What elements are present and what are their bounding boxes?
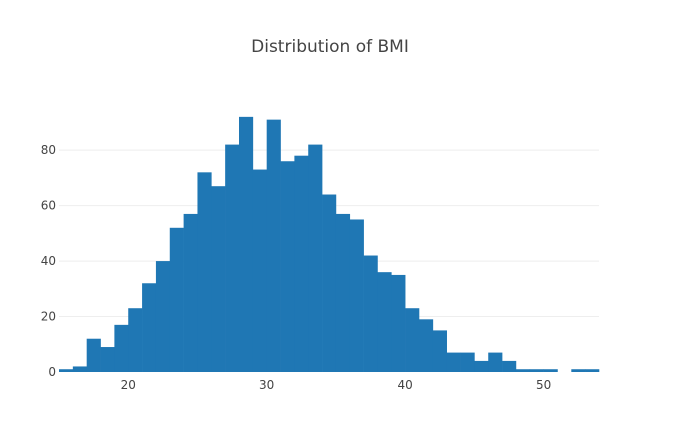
- histogram-bar[interactable]: [114, 324, 129, 372]
- histogram-bar[interactable]: [460, 352, 475, 372]
- x-axis-ticks: 20 30 40 50: [121, 378, 552, 392]
- histogram-bar[interactable]: [308, 144, 323, 372]
- histogram-bar[interactable]: [239, 116, 254, 372]
- histogram-bar[interactable]: [405, 308, 420, 372]
- histogram-bar[interactable]: [211, 186, 226, 372]
- histogram-bar[interactable]: [515, 369, 531, 372]
- histogram-bars: [59, 116, 600, 372]
- chart-title: Distribution of BMI: [251, 37, 409, 57]
- histogram-bar[interactable]: [377, 272, 392, 372]
- histogram-bar[interactable]: [128, 308, 143, 372]
- histogram-bar[interactable]: [349, 219, 364, 372]
- histogram-bar[interactable]: [335, 213, 351, 372]
- histogram-bar[interactable]: [197, 172, 212, 372]
- y-tick-label: 0: [48, 365, 56, 379]
- histogram-bar[interactable]: [571, 369, 586, 372]
- histogram-bar[interactable]: [266, 119, 281, 372]
- histogram-bar[interactable]: [488, 352, 503, 372]
- histogram-bar[interactable]: [502, 360, 517, 372]
- histogram-bar[interactable]: [432, 330, 447, 372]
- histogram-bar[interactable]: [72, 366, 87, 372]
- y-tick-label: 80: [41, 143, 56, 157]
- histogram-bar[interactable]: [391, 274, 406, 372]
- histogram-bar[interactable]: [86, 338, 101, 372]
- histogram-bar[interactable]: [446, 352, 461, 372]
- y-tick-label: 60: [41, 199, 56, 213]
- histogram-bar[interactable]: [280, 161, 295, 372]
- histogram-bar[interactable]: [419, 319, 434, 372]
- histogram-bar[interactable]: [585, 369, 600, 372]
- histogram-bar[interactable]: [474, 360, 489, 372]
- histogram-bar[interactable]: [252, 169, 267, 372]
- x-tick-label: 40: [398, 378, 413, 392]
- x-tick-label: 50: [536, 378, 551, 392]
- histogram-bar[interactable]: [59, 369, 74, 372]
- histogram-bar[interactable]: [142, 283, 157, 372]
- x-tick-label: 20: [121, 378, 136, 392]
- y-tick-label: 40: [41, 254, 56, 268]
- histogram-bar[interactable]: [294, 155, 309, 372]
- histogram-bar[interactable]: [155, 261, 171, 372]
- histogram-bar[interactable]: [100, 347, 115, 372]
- histogram-bar[interactable]: [225, 144, 240, 372]
- histogram-bar[interactable]: [543, 369, 558, 372]
- histogram-bar[interactable]: [322, 194, 337, 372]
- y-axis-ticks: 0 20 40 60 80: [41, 143, 56, 379]
- histogram-bar[interactable]: [529, 369, 544, 372]
- histogram-bar[interactable]: [183, 213, 198, 372]
- y-tick-label: 20: [41, 310, 56, 324]
- histogram-bar[interactable]: [169, 227, 184, 372]
- x-tick-label: 30: [259, 378, 274, 392]
- histogram-bar[interactable]: [363, 255, 378, 372]
